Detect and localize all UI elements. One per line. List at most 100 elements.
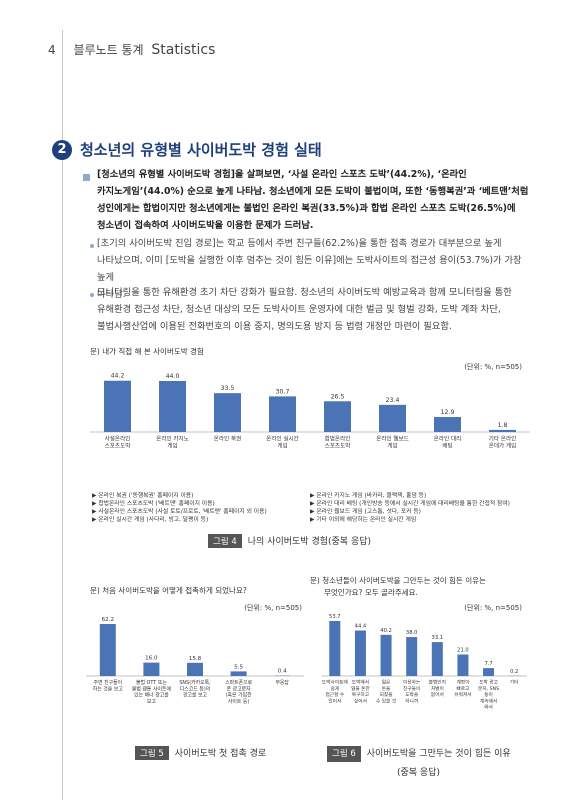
category-label: 수 있을 것 [376,697,396,704]
category-label: 사설온라인 [105,435,131,443]
bar [324,401,351,432]
category-label: 게임 [277,442,287,450]
figure5-caption: 그림 5 사이버도박 첫 접촉 경로 [135,746,266,760]
legend-item: ▶ 합법온라인 스포츠도박 ('베트맨' 홈페이지 이용) [92,501,215,507]
chart3-title-line: 무엇인가요? 모두 골라주세요. [324,588,418,597]
legend-item: ▶ 온라인 복권 ('동행복권' 홈페이지 이용) [92,493,194,499]
bar [483,668,495,676]
legend-item: ▶ 온라인 실시간 게임 (사다리, 빙고, 달팽이 등) [92,517,209,523]
category-label: 무응답 [275,679,289,686]
category-label: 있어서 [328,697,341,704]
data-label: 1.8 [498,422,508,429]
legend-item: ▶ 온라인 웹보드 게임 (고스톱, 섯다, 포커 등) [310,509,421,515]
bar [269,396,296,432]
main-paragraph: [청소년의 유형별 사이버도박 경험]을 살펴보면, ‘사설 온라인 스포츠 도… [97,166,533,234]
category-label: 온라인 카지노 [156,435,189,443]
bar [434,417,461,432]
data-label: 33.5 [221,385,235,392]
category-label: 광고를 보고 [183,692,208,699]
category-label: 되찾을 [380,691,394,698]
data-label: 21.0 [457,647,469,653]
category-label: 잃을 돈만 [351,685,370,692]
chart3-title: 문) 청소년들이 사이버도박을 그만두는 것이 힘든 이유는 무엇인가요? 모두… [310,575,486,599]
chart1-title: 문) 내가 직접 해 본 사이버도박 경험 [90,347,204,356]
paragraph-line: [초기의 사이버도박 진입 경로]는 학교 등에서 주변 친구들(62.2%)을… [97,238,502,249]
category-label: 도박사이트에 [322,679,348,686]
category-label: 배팅 [442,442,452,450]
data-label: 7.7 [484,661,492,667]
section-number-badge: 2 [52,140,72,160]
chart2-title: 문) 처음 사이버도박을 어떻게 접촉하게 되었나요? [90,586,247,595]
data-label: 33.1 [432,635,444,641]
bar [379,404,406,432]
category-label: 도박을 [405,691,419,698]
legend-item: ▶ 사설온라인 스포츠도박 (사설 토토/프로토, '베트맨' 홈페이지 외 이… [92,509,267,515]
figure6-tag: 그림 6 [327,746,361,762]
category-label: 등이 [484,691,493,698]
category-label: 온 광고문자 [227,685,252,692]
category-label: 온라인 실시간 [266,435,299,443]
bar [214,393,241,432]
legend-item: ▶ 기타 이외에 해당하는 온라인 실시간 게임 [310,517,417,523]
bar [159,380,186,432]
category-label: 스포츠도박 [325,442,351,450]
bar [230,671,247,676]
category-label: 주변 친구들이 [94,679,123,686]
bullet-dot-icon [90,293,94,297]
data-label: 12.9 [441,409,455,416]
bullet-paragraph-1: [초기의 사이버도박 진입 경로]는 학교 등에서 주변 친구들(62.2%)을… [97,235,533,303]
category-label: 계속해서 [480,697,497,704]
category-label: 도박해서 [352,679,369,686]
bullet-paragraph-2: 모니터링을 통한 유해환경 초기 차단 강화가 필요함. 청소년의 사이버도박 … [97,284,533,335]
chart1-unit: (단위: %, n=505) [464,363,522,371]
bar [99,624,116,676]
bar [489,429,516,432]
margin-rule [62,30,63,800]
category-label: 온라인 웹보드 [376,435,409,443]
paragraph-line: 모니터링을 통한 유해환경 초기 차단 강화가 필요함. 청소년의 사이버도박 … [97,287,512,298]
category-label: 처벌이 [431,685,444,692]
category-label: 와서 [484,704,493,711]
bar [329,621,341,676]
square-bullet-icon [83,174,90,181]
category-label: 접근할 수 [325,691,344,698]
category-label: 하는 것을 보고 [93,685,124,692]
category-label: 쉬워져서 [454,691,471,698]
category-label: 불법 OTT 또는 [136,679,167,686]
category-label: 합법온라인 [325,435,351,443]
category-label: 온라인 복권 [214,435,242,443]
data-label: 62.2 [102,617,114,623]
category-label: 문자, SNS [478,685,499,692]
category-label: 디스코드 등)의 [180,685,210,692]
data-label: 0.4 [278,669,287,675]
paragraph-line: 성인에게는 합법이지만 청소년에게는 불법인 온라인 복권(33.5%)과 합법… [97,203,516,214]
data-label: 16.0 [145,656,158,662]
chart2-unit: (단위: %, n=505) [244,604,302,612]
category-label: 불법인지 [429,679,446,686]
chart1-legend-left: ▶ 온라인 복권 ('동행복권' 홈페이지 이용) ▶ 합법온라인 스포츠도박 … [92,492,307,524]
category-label: 빠르고 [456,685,470,692]
data-label: 38.0 [406,630,418,636]
figure4-caption-text: 나의 사이버도박 경험(중복 응답) [247,537,372,547]
category-label: (혹은 가입한 [226,692,252,699]
data-label: 44.2 [111,373,125,380]
category-label: 없어서 [431,691,444,698]
data-label: 0.2 [510,669,518,675]
figure5-tag: 그림 5 [135,746,169,760]
figure5-caption-text: 사이버도박 첫 접촉 경로 [174,749,267,759]
paragraph-line: 불법사행산업에 이용된 전화번호의 이용 중지, 명의도용 방지 등 법령 개정… [97,321,452,332]
paragraph-line: 나타났으며, 이미 [도박을 실행한 이후 멈추는 것이 힘든 이유]에는 도박… [97,255,522,283]
category-label: 하니까 [405,697,419,704]
category-label: 있는 배너 광고를 [134,692,169,699]
chart3-title-line: 문) 청소년들이 사이버도박을 그만두는 것이 힘든 이유는 [310,576,486,585]
category-label: 돈을 [382,686,391,692]
data-label: 53.7 [329,614,341,620]
data-label: 40.2 [380,628,392,634]
category-label: 보고 [147,699,156,705]
category-label: 불법 웹툰 사이트에 [132,685,171,692]
data-label: 44.4 [355,624,367,630]
data-label: 5.5 [234,664,243,670]
category-label: 게임 [167,442,177,450]
